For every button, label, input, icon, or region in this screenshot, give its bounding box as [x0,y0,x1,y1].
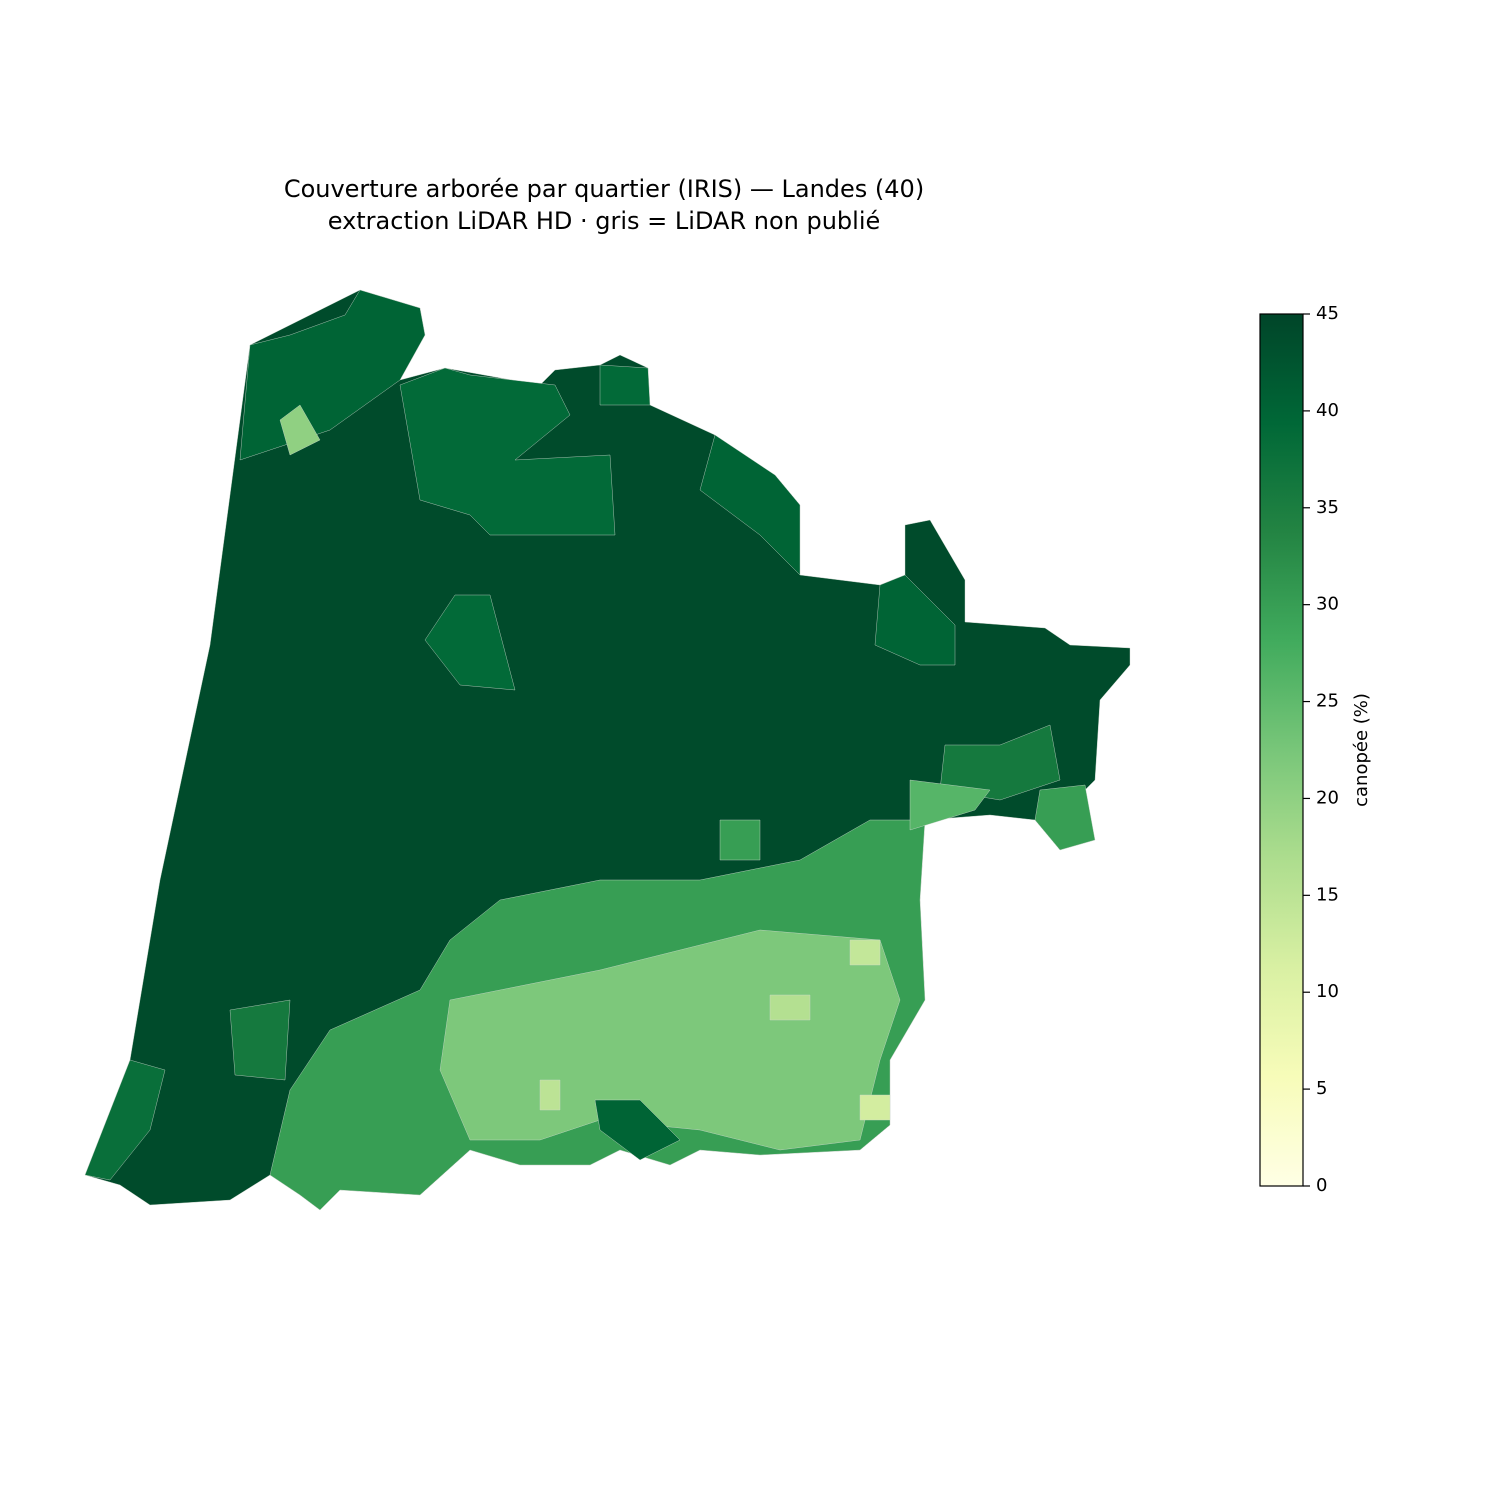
region [909,779,991,831]
colorbar-tick-label: 30 [1316,594,1339,615]
region [849,939,881,966]
region [539,1079,561,1111]
colorbar-tick-label: 25 [1316,691,1339,712]
region [399,367,616,536]
region [699,434,801,576]
colorbar-tick-label: 10 [1316,981,1339,1002]
region [594,1099,681,1161]
map-regions [84,289,1131,1211]
colorbar-tick-label: 35 [1316,497,1339,518]
map-title: Couverture arborée par quartier (IRIS) —… [284,175,924,203]
region [874,574,956,666]
colorbar-tick-label: 45 [1316,303,1339,324]
region [859,1094,891,1121]
colorbar [1259,313,1304,1187]
colorbar-tick-label: 5 [1316,1078,1327,1099]
region [279,404,321,456]
region [84,1059,166,1181]
region [769,994,811,1021]
region [719,819,761,861]
colorbar-label: canopée (%) [1351,693,1372,807]
map-subtitle: extraction LiDAR HD · gris = LiDAR non p… [328,207,881,235]
region [599,364,651,406]
region [1034,784,1096,851]
colorbar-tick-label: 0 [1316,1175,1327,1196]
region [424,594,516,691]
colorbar-tick-label: 15 [1316,884,1339,905]
colorbar-tick-label: 20 [1316,787,1339,808]
colorbar-tick-label: 40 [1316,400,1339,421]
region [229,999,291,1081]
